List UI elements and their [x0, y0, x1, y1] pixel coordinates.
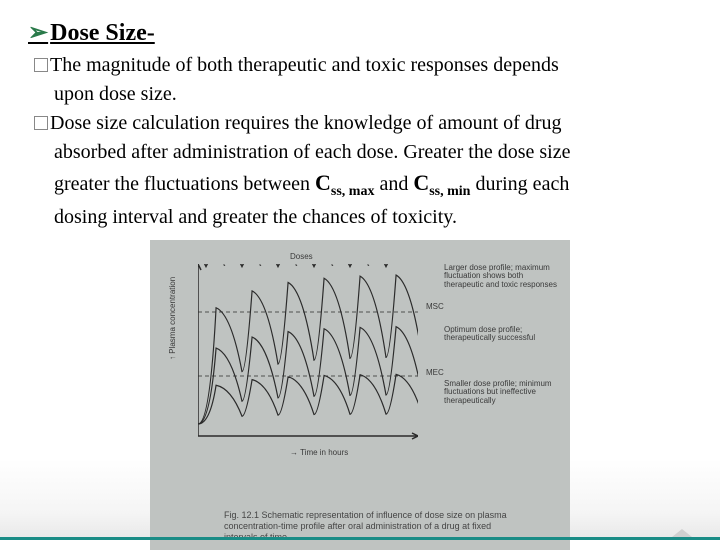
svg-text:τ: τ [294, 264, 298, 268]
page-title: ➢Dose Size- [28, 18, 692, 47]
paragraph-2c: greater the fluctuations between Css, ma… [54, 169, 692, 201]
annotation-top: Larger dose profile; maximum fluctuation… [444, 264, 564, 290]
annotation-mid: Optimum dose profile; therapeutically su… [444, 326, 564, 344]
bullet-icon [34, 116, 48, 130]
bullet-icon [34, 58, 48, 72]
paragraph-2d: dosing interval and greater the chances … [54, 205, 692, 230]
svg-text:τ: τ [258, 264, 262, 268]
dose-profile-figure: Doses ↑ Plasma concentration → Time in h… [150, 240, 570, 550]
paragraph-1: The magnitude of both therapeutic and to… [34, 53, 692, 78]
paragraph-1b: upon dose size. [54, 82, 692, 107]
mec-label: MEC [426, 368, 444, 377]
svg-text:τ: τ [222, 264, 226, 268]
paragraph-2b: absorbed after administration of each do… [54, 140, 692, 165]
y-axis-label: ↑ Plasma concentration [168, 276, 177, 359]
svg-text:τ: τ [366, 264, 370, 268]
annotation-bot: Smaller dose profile; minimum fluctuatio… [444, 380, 564, 406]
doses-label: Doses [290, 252, 313, 261]
chart-svg: τττττ [198, 264, 418, 464]
chart-area: τττττ [198, 264, 418, 436]
svg-text:τ: τ [330, 264, 334, 268]
msc-label: MSC [426, 302, 444, 311]
paragraph-2: Dose size calculation requires the knowl… [34, 111, 692, 136]
heading-text: Dose Size- [50, 20, 155, 46]
chevron-right-icon: ➢ [28, 20, 48, 46]
